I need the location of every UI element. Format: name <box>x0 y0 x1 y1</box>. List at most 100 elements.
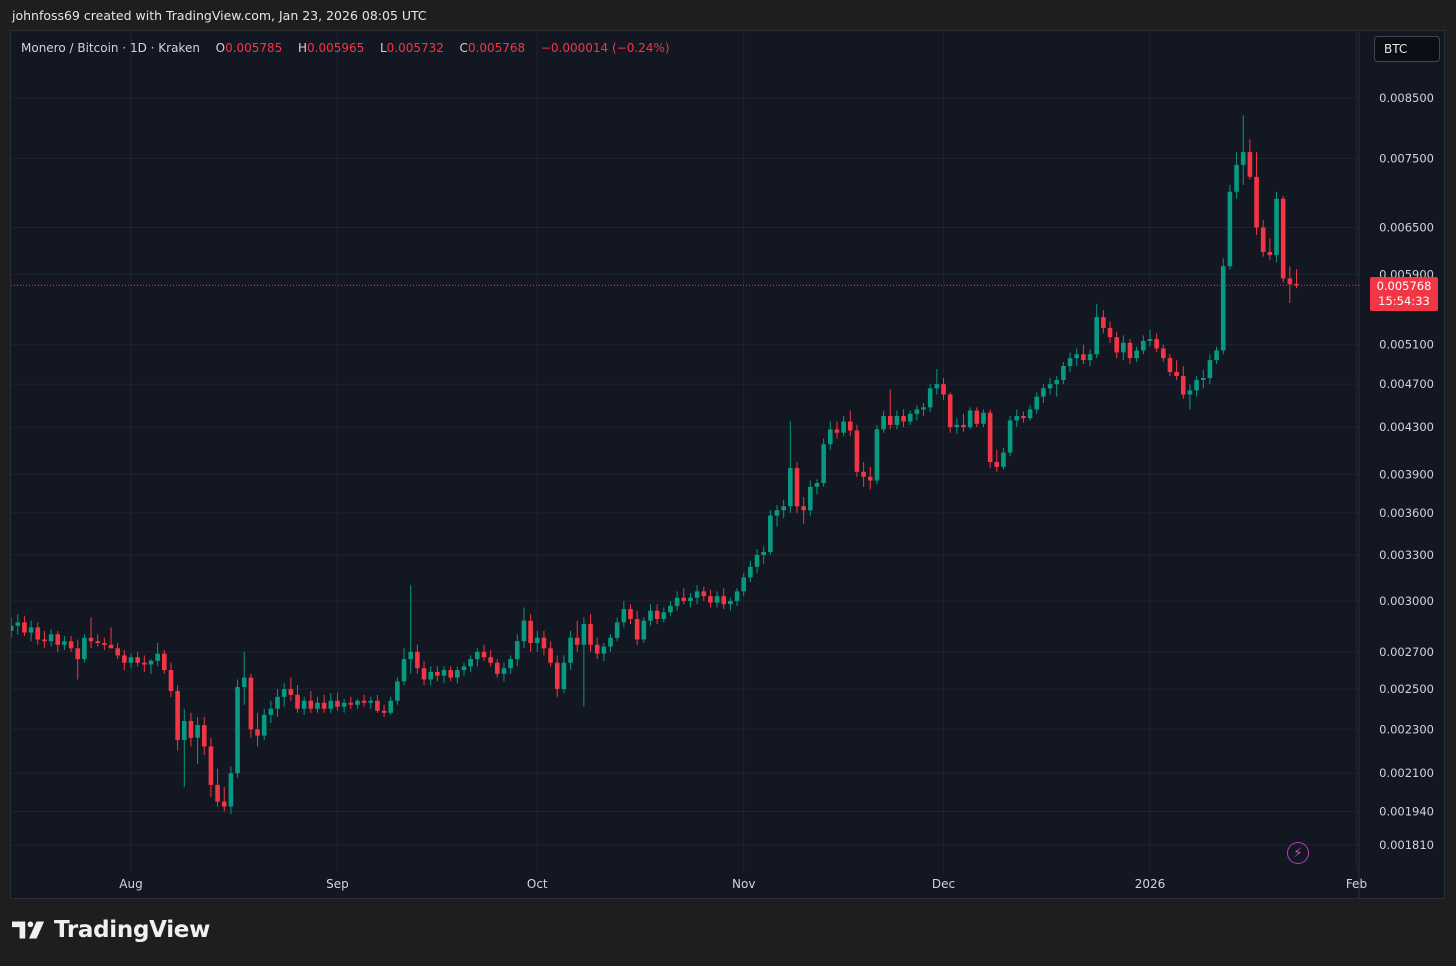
candle[interactable] <box>514 634 520 667</box>
candle[interactable] <box>162 650 167 674</box>
candle[interactable] <box>1220 258 1226 355</box>
candle[interactable] <box>1274 191 1279 263</box>
candle[interactable] <box>75 639 81 680</box>
candle[interactable] <box>927 384 933 412</box>
candle[interactable] <box>241 651 247 705</box>
lightning-icon[interactable]: ⚡ <box>1287 842 1309 864</box>
candle[interactable] <box>1087 349 1093 366</box>
candle[interactable] <box>508 655 513 674</box>
candle[interactable] <box>1207 354 1213 385</box>
candle[interactable] <box>994 450 1000 472</box>
candle[interactable] <box>574 620 580 652</box>
candle[interactable] <box>1240 115 1246 185</box>
candle[interactable] <box>188 712 194 747</box>
candle[interactable] <box>967 407 973 430</box>
candle[interactable] <box>741 572 747 597</box>
candle[interactable] <box>828 421 833 451</box>
candle[interactable] <box>701 586 707 601</box>
candle[interactable] <box>781 499 786 519</box>
candle[interactable] <box>954 418 960 434</box>
candle[interactable] <box>348 696 354 709</box>
candle[interactable] <box>368 696 374 709</box>
candle[interactable] <box>275 689 280 717</box>
candle[interactable] <box>1194 375 1199 397</box>
candle[interactable] <box>1227 184 1233 270</box>
candle[interactable] <box>834 421 840 439</box>
candle[interactable] <box>1287 266 1293 303</box>
candle[interactable] <box>708 589 713 608</box>
candle[interactable] <box>921 403 926 417</box>
candle[interactable] <box>355 698 360 709</box>
candle[interactable] <box>887 389 893 430</box>
candle[interactable] <box>175 685 180 751</box>
candle[interactable] <box>947 392 953 433</box>
candle[interactable] <box>448 666 453 682</box>
candle[interactable] <box>281 683 287 707</box>
candle[interactable] <box>1161 344 1166 363</box>
candle[interactable] <box>814 479 820 495</box>
candle[interactable] <box>1041 384 1046 404</box>
candle[interactable] <box>1200 369 1206 389</box>
candle[interactable] <box>1027 405 1033 421</box>
candle[interactable] <box>395 677 400 705</box>
candle[interactable] <box>1147 329 1153 347</box>
candle[interactable] <box>1007 416 1013 457</box>
candle[interactable] <box>668 600 673 616</box>
candle[interactable] <box>82 634 87 663</box>
candle[interactable] <box>688 592 693 608</box>
candle[interactable] <box>788 421 793 513</box>
candle[interactable] <box>728 597 733 611</box>
candle[interactable] <box>341 698 347 713</box>
candle[interactable] <box>1014 409 1020 428</box>
candle[interactable] <box>974 407 980 428</box>
candle[interactable] <box>1267 238 1273 260</box>
candle[interactable] <box>335 692 340 711</box>
candle[interactable] <box>122 650 127 671</box>
candle[interactable] <box>361 694 367 707</box>
candle[interactable] <box>1187 384 1193 410</box>
candle[interactable] <box>634 610 640 645</box>
candle[interactable] <box>594 637 600 660</box>
candle[interactable] <box>421 660 427 686</box>
candle[interactable] <box>135 651 140 667</box>
candle[interactable] <box>907 410 913 425</box>
chart-panel[interactable]: 0.008500 0.007500 0.006500 0.005900 0.005100… <box>10 30 1445 899</box>
candle[interactable] <box>794 462 800 513</box>
candle[interactable] <box>1121 335 1126 361</box>
candle[interactable] <box>481 644 487 661</box>
candle[interactable] <box>62 636 67 651</box>
candle[interactable] <box>1254 152 1259 236</box>
candle[interactable] <box>1074 348 1080 366</box>
candle[interactable] <box>934 368 940 395</box>
candle[interactable] <box>1167 354 1173 376</box>
candle[interactable] <box>881 410 886 433</box>
candle[interactable] <box>461 662 467 676</box>
candle[interactable] <box>1260 220 1266 257</box>
candle[interactable] <box>821 438 826 487</box>
candle[interactable] <box>1134 346 1139 363</box>
candle[interactable] <box>1107 321 1113 343</box>
candle[interactable] <box>208 737 214 797</box>
candle[interactable] <box>55 630 61 652</box>
candle[interactable] <box>95 634 100 647</box>
candle[interactable] <box>768 510 773 555</box>
candle[interactable] <box>1047 378 1053 395</box>
candle[interactable] <box>181 708 187 788</box>
candle[interactable] <box>1154 333 1159 353</box>
candle[interactable] <box>415 644 420 674</box>
candle[interactable] <box>614 617 620 642</box>
candle[interactable] <box>681 588 687 605</box>
candle[interactable] <box>588 614 593 652</box>
candle[interactable] <box>475 648 480 667</box>
candle[interactable] <box>1280 195 1286 283</box>
candle[interactable] <box>468 655 473 672</box>
candle[interactable] <box>648 604 653 626</box>
candle[interactable] <box>841 416 846 437</box>
candle[interactable] <box>108 627 114 649</box>
price-chart[interactable]: 0.0085000.0075000.0065000.0059000.005100… <box>11 31 1444 898</box>
candle[interactable] <box>568 630 573 671</box>
candle[interactable] <box>1214 346 1219 365</box>
candle[interactable] <box>295 685 300 713</box>
candle[interactable] <box>435 666 440 682</box>
candle[interactable] <box>488 650 493 667</box>
